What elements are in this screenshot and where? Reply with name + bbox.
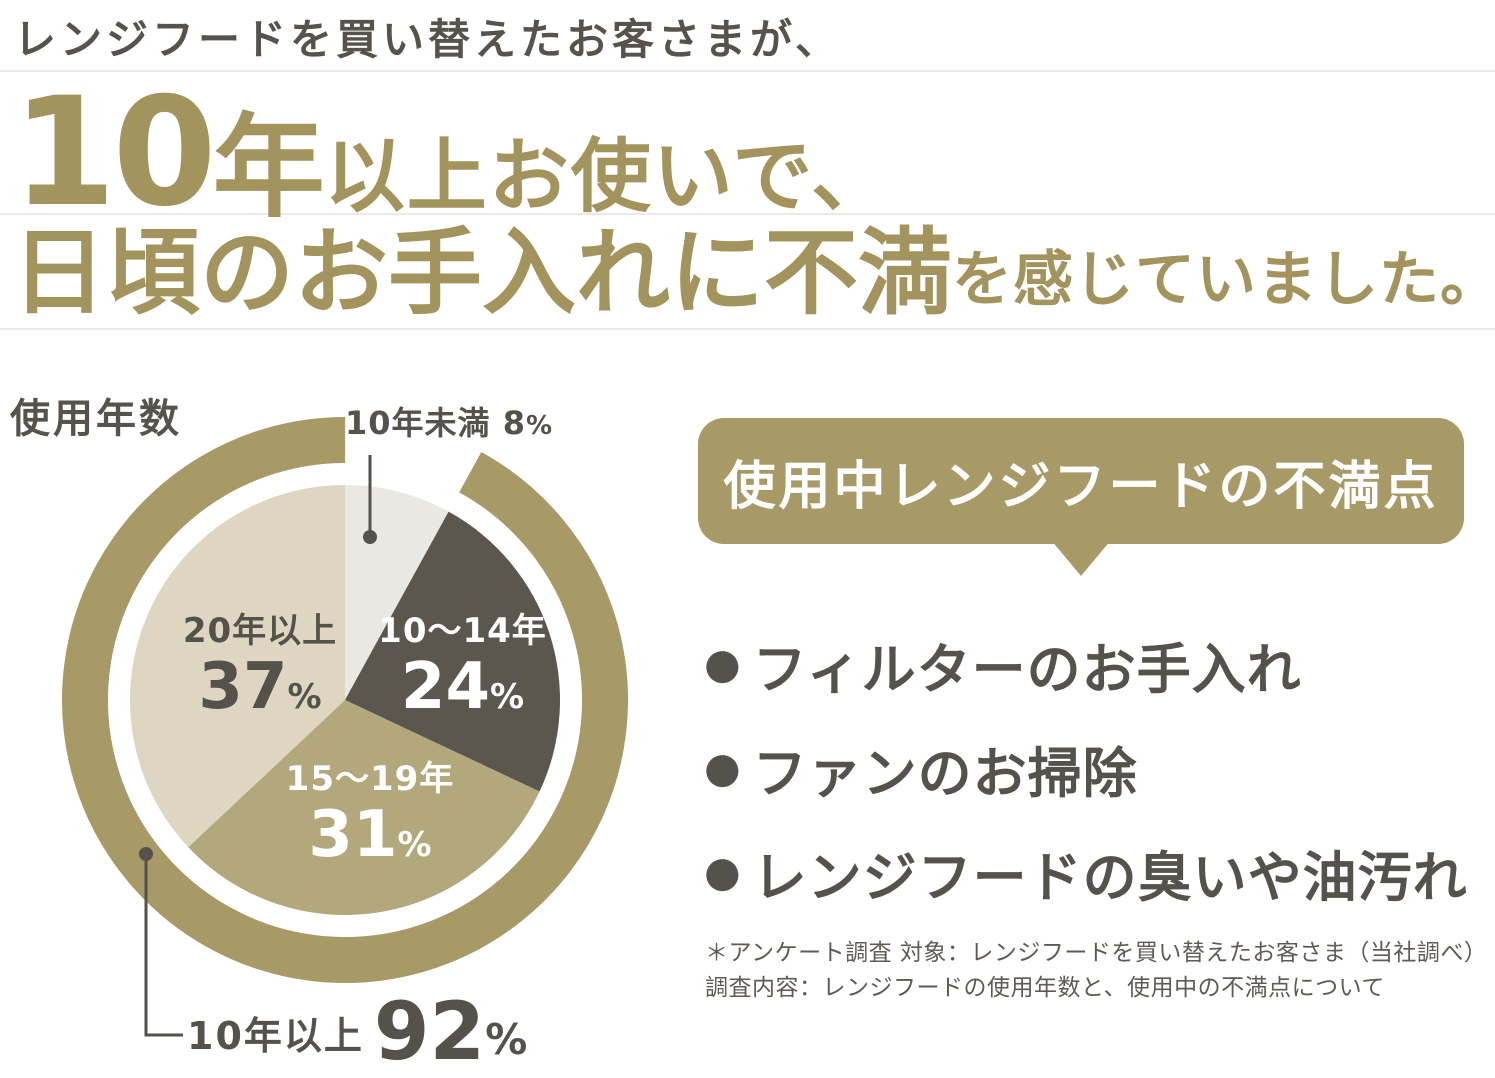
percent-sign: % — [525, 411, 554, 441]
slice-value: 31 — [308, 798, 398, 873]
headline-rest: 以上お使いで、 — [324, 129, 894, 223]
leader-dot-8-percent — [363, 530, 377, 544]
pie-slice-20-years-plus — [129, 485, 345, 848]
slice-name: 20年以上 — [182, 611, 338, 651]
bullet-icon: ● — [704, 639, 741, 688]
bullet-icon: ● — [704, 743, 741, 792]
slice-value: 8 — [502, 404, 526, 442]
chart-title: 使用年数 — [10, 396, 182, 442]
slice-label-10-14-years: 10〜14年 24% — [355, 611, 570, 725]
list-item: ● レンジフードの臭いや油汚れ — [704, 820, 1468, 924]
slice-label-15-19-years: 15〜19年 31% — [260, 759, 480, 873]
complaints-badge-text: 使用中レンジフードの不満点 — [723, 456, 1439, 517]
pie-chart-svg — [61, 416, 628, 1037]
footnote-line1: ＊アンケート調査 対象：レンジフードを買い替えたお客さま（当社調べ） — [705, 940, 1488, 966]
complaint-text: ファンのお掃除 — [752, 741, 1138, 805]
list-item: ● フィルターのお手入れ — [704, 612, 1468, 716]
headline-sub: を感じていました。 — [952, 245, 1495, 316]
headline-main: 日頃のお手入れに不満 — [12, 219, 953, 328]
leader-line-92-percent — [144, 854, 183, 1037]
percent-sign: % — [287, 677, 322, 718]
leader-dot-92-percent — [139, 847, 153, 861]
complaints-badge: 使用中レンジフードの不満点 — [698, 418, 1464, 576]
headline-number: 10 — [12, 66, 217, 240]
headline-line1: 10 年 以上お使いで、 — [12, 78, 893, 228]
divider-line — [0, 70, 1495, 72]
divider-line — [0, 213, 1495, 215]
slice-name: 15〜19年 — [285, 759, 455, 799]
slice-label-under-10-years: 10年未満 8% — [345, 398, 553, 444]
complaint-text: レンジフードの臭いや油汚れ — [752, 845, 1468, 909]
callout-label: 10年以上 — [187, 1014, 364, 1058]
pie-slice-15-19-years — [188, 700, 540, 916]
headline-unit: 年 — [212, 103, 325, 234]
complaints-list: ● フィルターのお手入れ ● ファンのお掃除 ● レンジフードの臭いや油汚れ — [704, 612, 1468, 924]
bullet-icon: ● — [704, 847, 741, 896]
percent-sign: % — [485, 1015, 528, 1064]
slice-name: 10年未満 — [345, 404, 491, 442]
survey-footnote: ＊アンケート調査 対象：レンジフードを買い替えたお客さま（当社調べ） 調査内容：… — [705, 936, 1487, 1006]
slice-label-20-years-plus: 20年以上 37% — [155, 611, 365, 725]
slice-value: 24 — [400, 650, 490, 725]
slice-value: 37 — [198, 650, 288, 725]
percent-sign: % — [397, 825, 432, 866]
footnote-line2: 調査内容：レンジフードの使用年数と、使用中の不満点について — [705, 975, 1385, 1001]
slice-name: 10〜14年 — [378, 611, 547, 651]
list-item: ● ファンのお掃除 — [704, 716, 1468, 820]
complaint-text: フィルターのお手入れ — [752, 637, 1302, 701]
callout-10-years-plus-92: 10年以上 92 % — [187, 985, 528, 1078]
percent-sign: % — [489, 677, 525, 718]
headline-line2: 日頃のお手入れに不満 を感じていました。 — [12, 219, 1495, 328]
eyebrow-text: レンジフードを買い替えたお客さまが、 — [14, 15, 842, 64]
pie-slice-10-14-years — [345, 511, 561, 792]
ring-92-percent — [61, 416, 628, 983]
divider-line — [0, 328, 1495, 330]
usage-years-pie-chart: 10年未満 8% 20年以上 37% 10〜14年 24% 15〜19年 31%… — [15, 370, 675, 1073]
callout-value: 92 — [373, 985, 486, 1078]
badge-tail-pointer — [1051, 540, 1111, 576]
